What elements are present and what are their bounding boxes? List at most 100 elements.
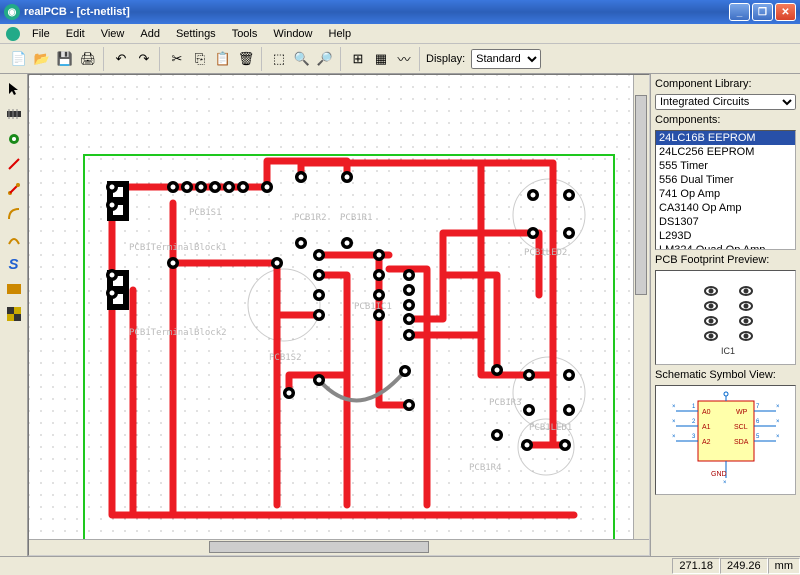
- save-button[interactable]: 💾: [54, 48, 76, 70]
- redo-button[interactable]: ↷: [133, 48, 155, 70]
- schematic-preview: ××× ××× × A0 A1 A2 WP SCL SDA GND 123 76…: [655, 385, 796, 495]
- schematic-svg: ××× ××× × A0 A1 A2 WP SCL SDA GND 123 76…: [656, 386, 796, 491]
- component-tool[interactable]: [3, 103, 25, 125]
- svg-text:PCB1R2: PCB1R2: [294, 213, 327, 223]
- arc2-tool[interactable]: [3, 228, 25, 250]
- cut-button[interactable]: ✂: [166, 48, 188, 70]
- zoom-in-button[interactable]: 🔍: [291, 48, 313, 70]
- minimize-button[interactable]: _: [729, 3, 750, 21]
- grid-button[interactable]: ⊞: [347, 48, 369, 70]
- svg-text:×: ×: [776, 419, 780, 425]
- footprint-label: PCB Footprint Preview:: [655, 254, 796, 266]
- library-select[interactable]: Integrated Circuits: [655, 94, 796, 110]
- pointer-tool[interactable]: [3, 78, 25, 100]
- menu-settings[interactable]: Settings: [168, 26, 224, 42]
- pad-tool[interactable]: [3, 128, 25, 150]
- components-label: Components:: [655, 114, 796, 126]
- display-label: Display:: [422, 53, 469, 65]
- zoom-out-button[interactable]: 🔎: [314, 48, 336, 70]
- svg-text:6: 6: [756, 419, 760, 425]
- menubar: File Edit View Add Settings Tools Window…: [0, 24, 800, 44]
- svg-text:1: 1: [692, 404, 696, 410]
- svg-text:PCB1S2: PCB1S2: [269, 353, 302, 363]
- components-list[interactable]: 24LC16B EEPROM24LC256 EEPROM555 Timer556…: [655, 130, 796, 250]
- schematic-label: Schematic Symbol View:: [655, 369, 796, 381]
- maximize-button[interactable]: ❐: [752, 3, 773, 21]
- vertical-scrollbar[interactable]: [633, 75, 649, 539]
- svg-text:PCB1R4: PCB1R4: [469, 463, 502, 473]
- menu-tools[interactable]: Tools: [224, 26, 266, 42]
- component-item[interactable]: CA3140 Op Amp: [656, 201, 795, 215]
- menubar-app-icon: [6, 27, 20, 41]
- open-button[interactable]: 📂: [31, 48, 53, 70]
- pcb-drawing: PCB1S1 PCB1TerminalBlock1 PCB1TerminalBloc…: [29, 75, 649, 556]
- svg-text:×: ×: [672, 404, 676, 410]
- menu-window[interactable]: Window: [265, 26, 320, 42]
- pcb-canvas[interactable]: PCB1S1 PCB1TerminalBlock1 PCB1TerminalBloc…: [28, 74, 650, 556]
- titlebar: ◉ realPCB - [ct-netlist] _ ❐ ✕: [0, 0, 800, 24]
- svg-text:×: ×: [776, 404, 780, 410]
- track-tool[interactable]: [3, 178, 25, 200]
- component-item[interactable]: DS1307: [656, 215, 795, 229]
- select-button[interactable]: ⬚: [268, 48, 290, 70]
- copy-button[interactable]: ⎘: [189, 48, 211, 70]
- svg-text:GND: GND: [711, 471, 727, 478]
- component-item[interactable]: 741 Op Amp: [656, 187, 795, 201]
- svg-text:PCB1S1: PCB1S1: [189, 208, 222, 218]
- svg-text:5: 5: [756, 434, 760, 440]
- route-button[interactable]: 〰: [393, 48, 415, 70]
- svg-text:PCB1TerminalBlock1: PCB1TerminalBlock1: [129, 243, 227, 253]
- svg-text:×: ×: [672, 419, 676, 425]
- component-item[interactable]: 24LC256 EEPROM: [656, 145, 795, 159]
- svg-text:A1: A1: [702, 424, 711, 431]
- svg-text:×: ×: [723, 480, 727, 486]
- svg-text:PCB1IC1: PCB1IC1: [354, 302, 392, 312]
- text-tool[interactable]: S: [3, 253, 25, 275]
- fill-tool[interactable]: [3, 278, 25, 300]
- footprint-svg: IC1: [656, 271, 796, 361]
- svg-text:PCB1LED2: PCB1LED2: [524, 248, 567, 258]
- line-tool[interactable]: [3, 153, 25, 175]
- display-select[interactable]: Standard: [471, 49, 541, 69]
- component-item[interactable]: 555 Timer: [656, 159, 795, 173]
- menu-add[interactable]: Add: [132, 26, 168, 42]
- delete-button[interactable]: 🗑: [235, 48, 257, 70]
- right-panel: Component Library: Integrated Circuits C…: [650, 74, 800, 556]
- svg-text:PCB1TerminalBlock2: PCB1TerminalBlock2: [129, 328, 227, 338]
- svg-text:×: ×: [776, 434, 780, 440]
- layers-button[interactable]: ▦: [370, 48, 392, 70]
- component-item[interactable]: L293D: [656, 229, 795, 243]
- component-item[interactable]: LM324 Quad Op Amp: [656, 243, 795, 250]
- paste-button[interactable]: 📋: [212, 48, 234, 70]
- svg-text:SDA: SDA: [734, 439, 749, 446]
- svg-text:SCL: SCL: [734, 424, 748, 431]
- status-unit: mm: [768, 558, 800, 574]
- undo-button[interactable]: ↶: [110, 48, 132, 70]
- svg-text:3: 3: [692, 434, 696, 440]
- arc-tool[interactable]: [3, 203, 25, 225]
- origin-tool[interactable]: [3, 303, 25, 325]
- left-toolbar: S: [0, 74, 28, 556]
- menu-view[interactable]: View: [93, 26, 133, 42]
- main-toolbar: 📄 📂 💾 🖨 ↶ ↷ ✂ ⎘ 📋 🗑 ⬚ 🔍 🔎 ⊞ ▦ 〰 Display:…: [0, 44, 800, 74]
- status-y: 249.26: [720, 558, 768, 574]
- menu-help[interactable]: Help: [321, 26, 360, 42]
- svg-text:7: 7: [756, 404, 760, 410]
- menu-edit[interactable]: Edit: [58, 26, 93, 42]
- footprint-preview: IC1: [655, 270, 796, 365]
- component-item[interactable]: 556 Dual Timer: [656, 173, 795, 187]
- new-button[interactable]: 📄: [8, 48, 30, 70]
- svg-text:WP: WP: [736, 409, 748, 416]
- print-button[interactable]: 🖨: [77, 48, 99, 70]
- component-item[interactable]: 24LC16B EEPROM: [656, 131, 795, 145]
- horizontal-scrollbar[interactable]: [29, 539, 649, 555]
- svg-text:PCB1LED1: PCB1LED1: [529, 423, 572, 433]
- svg-text:A0: A0: [702, 409, 711, 416]
- library-label: Component Library:: [655, 78, 796, 90]
- svg-text:A2: A2: [702, 439, 711, 446]
- close-button[interactable]: ✕: [775, 3, 796, 21]
- menu-file[interactable]: File: [24, 26, 58, 42]
- window-title: realPCB - [ct-netlist]: [24, 6, 729, 18]
- svg-text:×: ×: [672, 434, 676, 440]
- svg-text:IC1: IC1: [721, 346, 735, 356]
